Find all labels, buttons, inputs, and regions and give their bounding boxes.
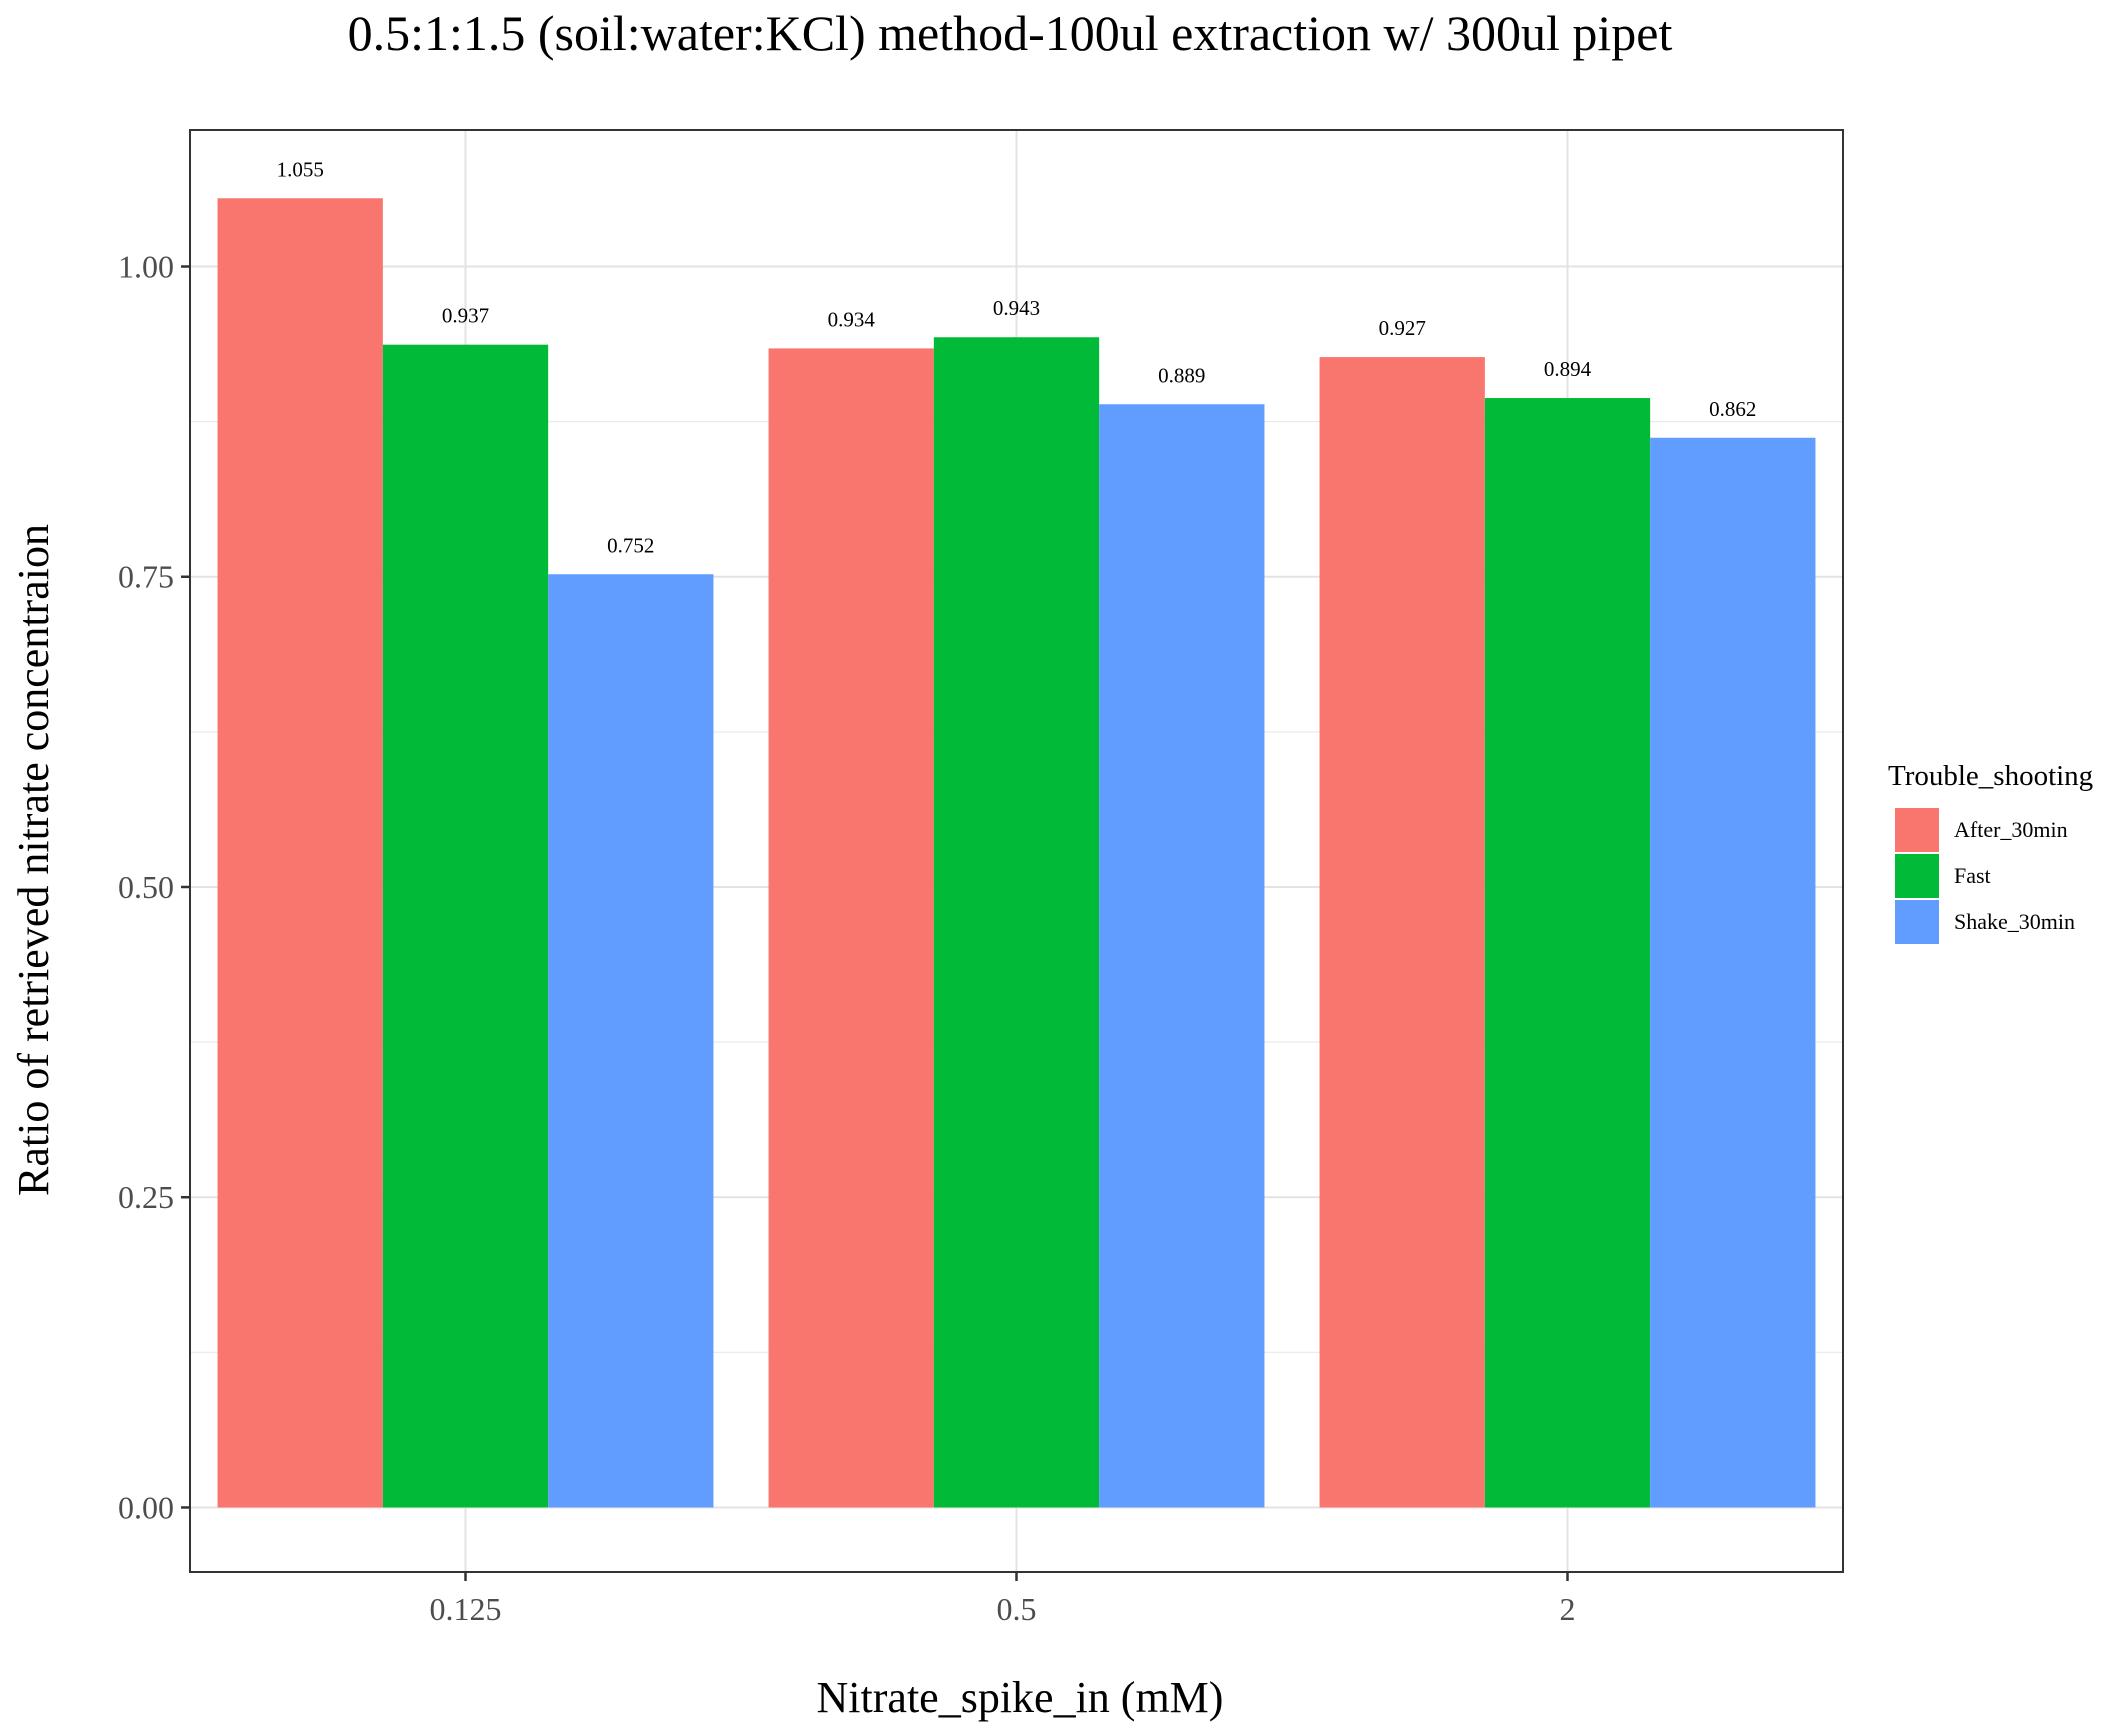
data-label: 0.937 xyxy=(442,304,489,328)
data-label: 0.934 xyxy=(828,307,876,331)
data-label: 0.752 xyxy=(607,533,654,557)
bar xyxy=(1319,357,1485,1508)
legend-swatch xyxy=(1895,900,1939,944)
y-tick-label: 0.50 xyxy=(118,869,174,905)
bar xyxy=(382,344,549,1508)
y-tick-label: 0.25 xyxy=(118,1179,174,1215)
legend-swatch xyxy=(1895,854,1939,898)
y-axis: 0.00 0.25 0.50 0.75 1.00 xyxy=(118,249,190,1525)
legend-title: Trouble_shooting xyxy=(1888,760,2093,792)
data-labels: 1.055 0.934 0.927 0.937 0.943 0.894 0.752 0.889… xyxy=(277,157,1757,557)
bar xyxy=(217,198,383,1508)
legend-label: Fast xyxy=(1954,863,1991,888)
data-label: 0.927 xyxy=(1379,316,1426,340)
bar xyxy=(768,348,934,1508)
legend-label: Shake_30min xyxy=(1954,909,2075,934)
data-label: 0.889 xyxy=(1158,363,1205,387)
x-tick-label: 0.125 xyxy=(430,1591,502,1627)
bar xyxy=(1099,404,1265,1508)
x-axis: 0.125 0.5 2 xyxy=(430,1572,1576,1627)
data-label: 0.862 xyxy=(1709,397,1756,421)
y-tick-label: 0.00 xyxy=(118,1489,174,1525)
x-tick-label: 2 xyxy=(1560,1591,1576,1627)
data-label: 0.943 xyxy=(993,296,1040,320)
legend-swatch xyxy=(1895,808,1939,852)
data-label: 0.894 xyxy=(1544,357,1592,381)
bars xyxy=(217,198,1816,1508)
bar xyxy=(933,337,1100,1508)
data-label: 1.055 xyxy=(277,157,324,181)
y-axis-title: Ratio of retrieved nitrate concentraion xyxy=(9,524,58,1196)
y-tick-label: 0.75 xyxy=(118,559,174,595)
chart-title: 0.5:1:1.5 (soil:water:KCl) method-100ul … xyxy=(348,5,1673,61)
bar xyxy=(548,574,714,1508)
legend-label: After_30min xyxy=(1954,817,2068,842)
x-axis-title: Nitrate_spike_in (mM) xyxy=(817,1673,1224,1722)
bar xyxy=(1650,437,1816,1508)
y-tick-label: 1.00 xyxy=(118,249,174,285)
bar xyxy=(1484,398,1651,1508)
x-tick-label: 0.5 xyxy=(997,1591,1037,1627)
legend: Trouble_shooting After_30min Fast Shake_30… xyxy=(1888,760,2093,944)
